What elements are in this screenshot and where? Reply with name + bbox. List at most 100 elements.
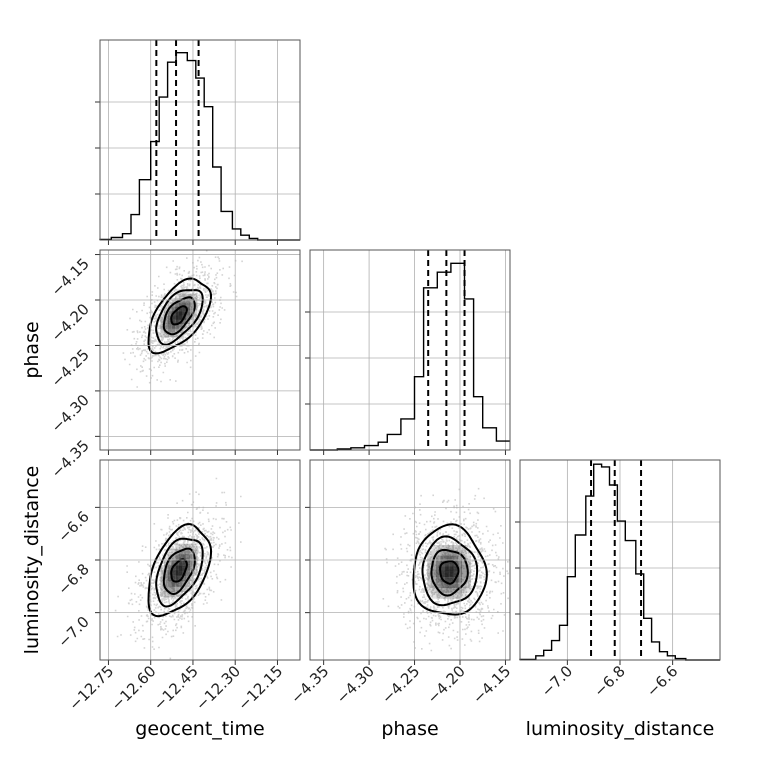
- hist-geocent-time-frame: [99, 39, 301, 241]
- density-phase-vs-luminosity-distance-cell-4-9: [444, 545, 450, 551]
- density-phase-vs-luminosity-distance-cell-2-7: [436, 555, 441, 562]
- density-geocent-time-vs-luminosity-distance-cell-8-2: [190, 581, 194, 587]
- density-phase-vs-luminosity-distance-cell-3-7: [440, 555, 445, 562]
- density-geocent-time-vs-phase-cell-4-4: [175, 315, 179, 320]
- density-geocent-time-vs-luminosity-distance-cell-3-2: [171, 581, 176, 587]
- density-geocent-time-vs-luminosity-distance-cell-4-2: [175, 581, 179, 587]
- x-tick-label-phase-1: −4.30: [333, 662, 378, 707]
- density-phase-vs-luminosity-distance-cell-5-6: [449, 561, 454, 567]
- density-phase-vs-luminosity-distance-cell-0-8: [427, 550, 432, 556]
- density-phase-vs-luminosity-distance-cell-5-3: [449, 577, 454, 583]
- density-phase-vs-luminosity-distance-cell-8-3: [462, 577, 467, 583]
- density-phase-vs-luminosity-distance-cell-1-2: [431, 582, 436, 588]
- density-geocent-time-vs-luminosity-distance-cell-2-0: [167, 592, 172, 598]
- density-geocent-time-vs-luminosity-distance-samples: [100, 477, 242, 660]
- density-phase-vs-luminosity-distance-cell-5-4: [449, 571, 454, 578]
- y-axis-title-phase: phase: [21, 321, 43, 378]
- density-geocent-time-vs-luminosity-distance-cell-5-4: [178, 570, 183, 576]
- hist-phase-step: [310, 262, 510, 451]
- density-geocent-time-vs-luminosity-distance-cell-0-0: [160, 592, 164, 598]
- density-geocent-time-vs-phase-cell-4-3: [175, 319, 179, 325]
- density-geocent-time-vs-phase-cell-8-9: [190, 293, 194, 298]
- density-geocent-time-vs-luminosity-distance-cell-8-7: [190, 554, 194, 560]
- density-phase-vs-luminosity-distance-contour-0: [439, 560, 460, 585]
- density-phase-vs-luminosity-distance-cell-0-2: [427, 582, 432, 588]
- density-geocent-time-vs-phase-cell-7-3: [186, 319, 190, 325]
- density-geocent-time-vs-luminosity-distance-cell-9-4: [193, 570, 198, 576]
- x-axis-title-geocent-time: geocent_time: [135, 718, 264, 740]
- density-phase-vs-luminosity-distance-cell-9-1: [466, 587, 471, 594]
- density-geocent-time-vs-phase-cell-1-6: [164, 306, 168, 312]
- x-tick-label-luminosity-distance-1: −6.8: [590, 662, 628, 700]
- density-geocent-time-vs-phase-cell-5-6: [178, 306, 183, 312]
- density-geocent-time-vs-luminosity-distance-cell-3-4: [171, 570, 176, 576]
- density-phase-vs-luminosity-distance-cell-1-8: [431, 550, 436, 556]
- density-geocent-time-vs-luminosity-distance-cell-5-2: [178, 581, 183, 587]
- density-geocent-time-vs-luminosity-distance-cell-2-6: [167, 559, 172, 566]
- density-phase-vs-luminosity-distance-cell-6-2: [453, 582, 458, 588]
- density-geocent-time-vs-luminosity-distance-cell-3-3: [171, 575, 176, 582]
- density-geocent-time-vs-luminosity-distance-cell-5-0: [178, 592, 183, 598]
- density-geocent-time-vs-phase-cell-8-6: [190, 306, 194, 312]
- density-phase-vs-luminosity-distance-cell-6-5: [453, 566, 458, 572]
- density-geocent-time-vs-luminosity-distance-cell-5-7: [178, 554, 183, 560]
- density-phase-vs-luminosity-distance-cell-1-1: [431, 587, 436, 594]
- density-geocent-time-vs-phase-cell-6-9: [182, 293, 187, 298]
- density-geocent-time-vs-luminosity-distance-cell-4-1: [175, 586, 179, 592]
- density-geocent-time-vs-phase-cell-5-9: [178, 293, 183, 298]
- density-geocent-time-vs-luminosity-distance-cell-1-2: [164, 581, 168, 587]
- density-geocent-time-vs-luminosity-distance-cell-2-5: [167, 565, 172, 571]
- density-geocent-time-vs-luminosity-distance-cell-3-8: [171, 549, 176, 555]
- density-phase-vs-luminosity-distance-cell-5-5: [449, 566, 454, 572]
- y-tick-label-phase-4: −4.15: [48, 255, 93, 300]
- density-phase-vs-luminosity-distance-cell-3-4: [440, 571, 445, 578]
- density-phase-vs-luminosity-distance-cell-1-5: [431, 566, 436, 572]
- density-geocent-time-vs-phase-cell-3-1: [171, 328, 176, 333]
- density-geocent-time-vs-phase-cell-1-2: [164, 324, 168, 329]
- density-geocent-time-vs-phase-cell-2-1: [167, 328, 172, 333]
- density-geocent-time-vs-phase-cell-7-9: [186, 293, 190, 298]
- density-geocent-time-vs-phase-cell-2-7: [167, 302, 172, 307]
- density-geocent-time-vs-luminosity-distance-cell-2-2: [167, 581, 172, 587]
- y-tick-label-luminosity-distance-1: −6.8: [54, 560, 92, 598]
- density-geocent-time-vs-luminosity-distance-cell-1-0: [164, 592, 168, 598]
- density-geocent-time-vs-luminosity-distance-cell-6-5: [182, 565, 187, 571]
- density-geocent-time-vs-phase-contour-2: [155, 289, 204, 346]
- density-phase-vs-luminosity-distance-cell-0-3: [427, 577, 432, 583]
- density-geocent-time-vs-phase-group: [122, 250, 243, 388]
- density-layer: [100, 250, 510, 660]
- density-geocent-time-vs-phase-cell-3-3: [171, 319, 176, 325]
- density-geocent-time-vs-luminosity-distance-cell-2-1: [167, 586, 172, 592]
- density-geocent-time-vs-phase-cell-1-3: [164, 319, 168, 325]
- density-geocent-time-vs-phase-contour-0: [170, 305, 188, 326]
- density-phase-vs-luminosity-distance-cell-4-3: [444, 577, 450, 583]
- density-geocent-time-vs-luminosity-distance-cell-6-1: [182, 586, 187, 592]
- density-phase-vs-luminosity-distance-group: [382, 487, 510, 652]
- density-phase-vs-luminosity-distance-cell-2-3: [436, 577, 441, 583]
- plot-layer: −12.75−12.60−12.45−12.30−12.15 −4.35 −4.30…: [48, 39, 721, 714]
- density-phase-vs-luminosity-distance-cell-0-1: [427, 587, 432, 594]
- density-phase-vs-luminosity-distance-cell-3-0: [440, 593, 445, 599]
- density-geocent-time-vs-luminosity-distance-cell-7-8: [186, 549, 190, 555]
- density-geocent-time-vs-phase-cell-0-3: [160, 319, 164, 325]
- density-geocent-time-vs-phase-cell-5-7: [178, 302, 183, 307]
- density-geocent-time-vs-luminosity-distance-cell-4-7: [175, 554, 179, 560]
- density-phase-vs-luminosity-distance-cell-8-2: [462, 582, 467, 588]
- density-phase-vs-luminosity-distance-cell-3-2: [440, 582, 445, 588]
- density-phase-vs-luminosity-distance-cell-1-4: [431, 571, 436, 578]
- density-phase-vs-luminosity-distance-cell-4-2: [444, 582, 450, 588]
- density-geocent-time-vs-luminosity-distance-cell-9-9: [193, 543, 198, 550]
- density-phase-vs-luminosity-distance-cell-2-4: [436, 571, 441, 578]
- density-geocent-time-vs-luminosity-distance-cell-8-6: [190, 559, 194, 566]
- density-geocent-time-vs-phase-cell-9-6: [193, 306, 198, 312]
- density-geocent-time-vs-phase-cell-3-4: [171, 315, 176, 320]
- density-phase-vs-luminosity-distance-cell-5-0: [449, 593, 454, 599]
- x-tick-label-geocent-time-1: −12.60: [108, 662, 160, 714]
- density-geocent-time-vs-luminosity-distance-cell-9-7: [193, 554, 198, 560]
- density-geocent-time-vs-luminosity-distance-cell-2-3: [167, 575, 172, 582]
- density-phase-vs-luminosity-distance-cell-5-2: [449, 582, 454, 588]
- density-geocent-time-vs-luminosity-distance-cell-9-5: [193, 565, 198, 571]
- density-geocent-time-vs-phase-cell-7-5: [186, 311, 190, 316]
- density-geocent-time-vs-phase-cell-7-4: [186, 315, 190, 320]
